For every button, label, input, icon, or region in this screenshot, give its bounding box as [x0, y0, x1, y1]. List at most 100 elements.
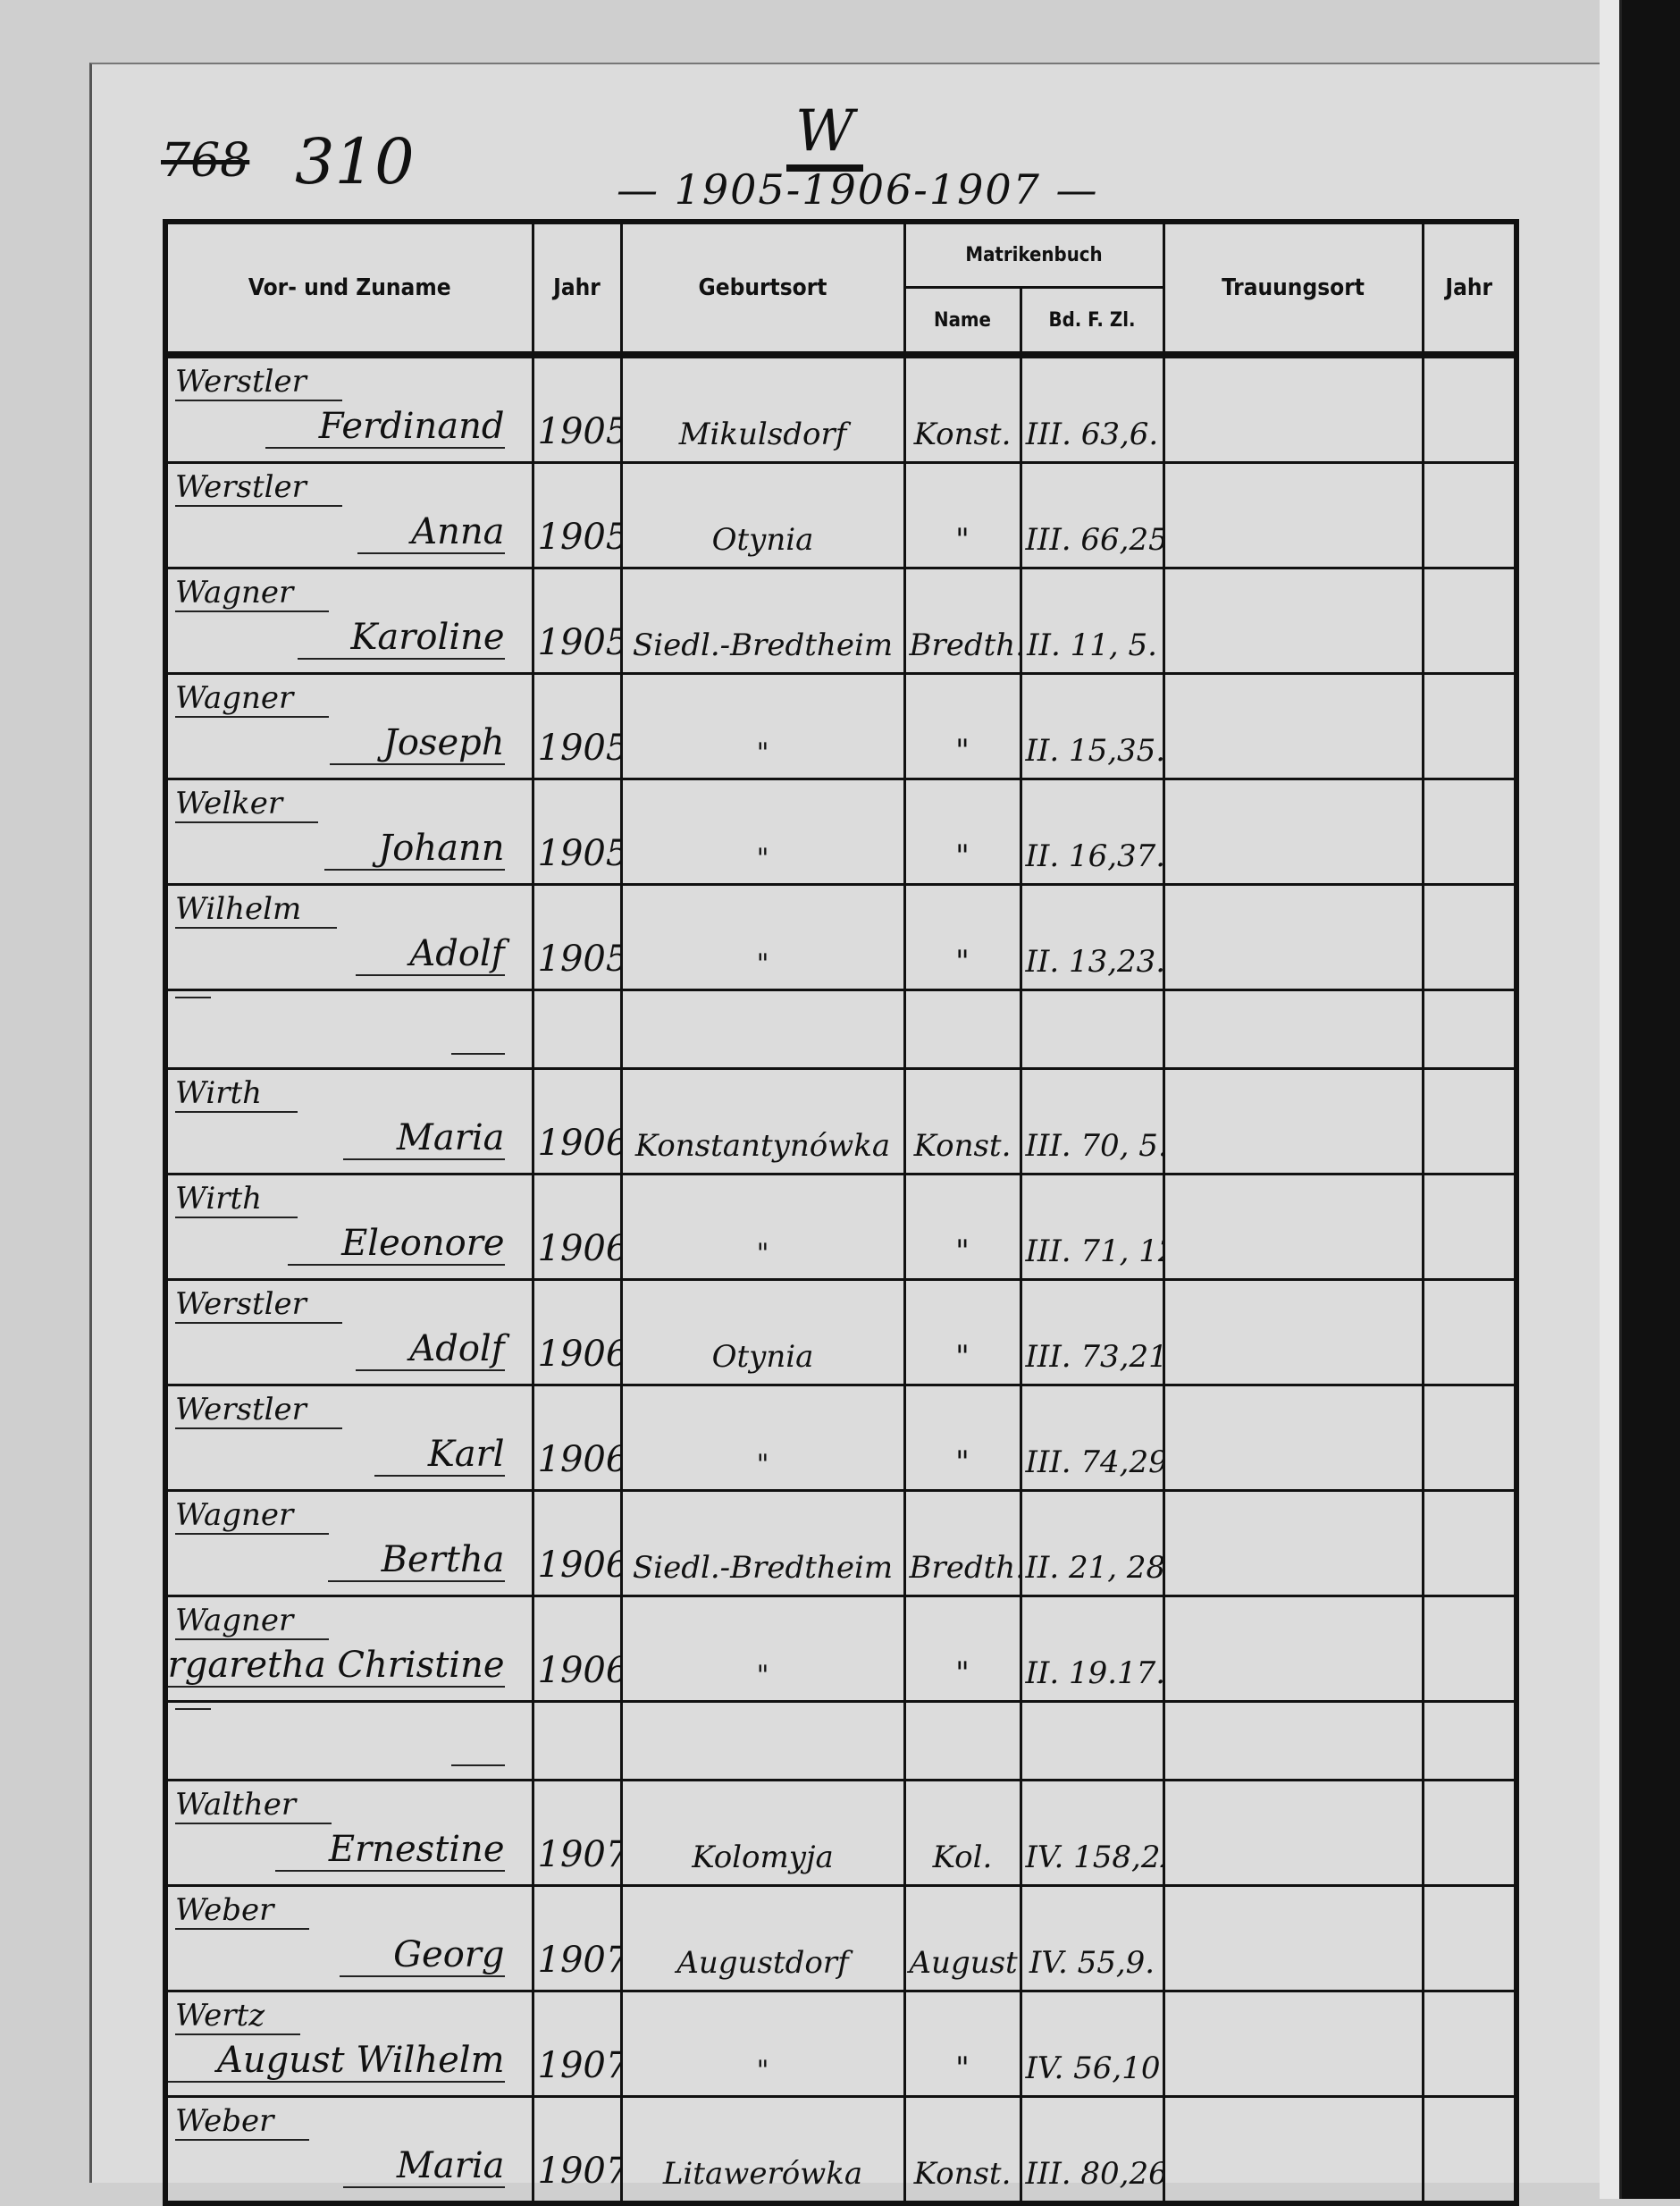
given-name: Ferdinand [265, 406, 505, 449]
given-name: Karoline [297, 617, 505, 660]
marriage-place-cell [1162, 1490, 1424, 1597]
marriage-place-cell [1162, 568, 1424, 675]
marriage-year-cell [1421, 989, 1518, 1070]
register-ref-cell: II. 13,23. [1019, 884, 1165, 991]
birthplace-cell [619, 989, 906, 1070]
register-ref-cell [1019, 1701, 1165, 1781]
given-name: Bertha [327, 1539, 505, 1582]
register-ref-cell: III. 63,6. [1019, 355, 1165, 464]
marriage-place-cell [1162, 1596, 1424, 1703]
marriage-place-cell [1162, 1174, 1424, 1281]
marriage-place-cell [1162, 2096, 1424, 2205]
register-rows: Werstler Ferdinand 1905 Mikulsdorf Konst. III… [164, 355, 1518, 2205]
register-ref-cell: II. 15,35. [1019, 673, 1165, 780]
marriage-year-cell [1421, 1068, 1518, 1175]
table-row: Wilhelm Adolf 1905 " " II. 13,23. [164, 884, 1518, 991]
birthplace-cell: " [619, 1385, 906, 1492]
table-row: Walther Ernestine 1907 Kolomyja Kol. IV. 158,… [164, 1780, 1518, 1887]
marriage-place-cell [1162, 1780, 1424, 1887]
register-name-cell [903, 989, 1022, 1070]
table-row: Werstler Anna 1905 Otynia " III. 66,25. [164, 462, 1518, 569]
marriage-year-cell [1421, 1885, 1518, 1992]
marriage-year-cell [1421, 462, 1518, 569]
surname: Werstler [175, 469, 342, 507]
birthplace-cell: Mikulsdorf [619, 355, 906, 464]
marriage-year-cell [1421, 1385, 1518, 1492]
marriage-year-cell [1421, 355, 1518, 464]
given-name: Anna [357, 511, 505, 554]
surname: Welker [175, 786, 319, 823]
table-row [164, 1701, 1518, 1781]
name-cell: Wertz August Wilhelm [164, 1991, 534, 2098]
given-name: Adolf [356, 933, 505, 976]
given-name: Karl [374, 1434, 505, 1477]
surname: Wirth [175, 1075, 298, 1113]
page-edge [1600, 0, 1622, 2199]
name-cell: Wirth Eleonore [164, 1174, 534, 1281]
marriage-year-cell [1421, 779, 1518, 886]
birthplace-cell: Augustdorf [619, 1885, 906, 1992]
register-ref-cell: IV. 56,10. [1019, 1991, 1165, 2098]
birth-year-cell: 1906 [531, 1385, 623, 1492]
birthplace-cell: " [619, 1174, 906, 1281]
table-row: Werstler Ferdinand 1905 Mikulsdorf Konst. III… [164, 355, 1518, 464]
table-row: Werstler Karl 1906 " " III. 74,29. [164, 1385, 1518, 1492]
birthplace-cell [619, 1701, 906, 1781]
name-cell: Wagner Karoline [164, 568, 534, 675]
birth-year-cell: 1905 [531, 568, 623, 675]
register-name-cell [903, 1701, 1022, 1781]
register-ref-cell [1019, 989, 1165, 1070]
register-name-cell: " [903, 884, 1022, 991]
name-cell: Werstler Anna [164, 462, 534, 569]
page-number: 310 [295, 125, 415, 198]
register-ref-cell: II. 11, 5. [1019, 568, 1165, 675]
marriage-year-cell [1421, 1991, 1518, 2098]
name-cell [164, 989, 534, 1070]
given-name: Joseph [329, 722, 505, 765]
given-name: Georg [340, 1934, 505, 1977]
birthplace-cell: " [619, 779, 906, 886]
given-name [450, 1764, 505, 1766]
table-row [164, 989, 1518, 1070]
marriage-place-cell [1162, 884, 1424, 991]
marriage-year-cell [1421, 884, 1518, 991]
years-heading: — 1905-1906-1907 — [617, 165, 1099, 214]
register-name-cell: " [903, 1279, 1022, 1386]
birth-year-cell: 1905 [531, 673, 623, 780]
birthplace-cell: Otynia [619, 1279, 906, 1386]
surname: Weber [175, 1892, 310, 1930]
marriage-year-cell [1421, 673, 1518, 780]
given-name: Eleonore [288, 1223, 505, 1266]
birthplace-cell: Otynia [619, 462, 906, 569]
birthplace-cell: Kolomyja [619, 1780, 906, 1887]
given-name: Ernestine [274, 1829, 505, 1872]
register-name-cell: Konst. [903, 355, 1022, 464]
marriage-year-cell [1421, 1279, 1518, 1386]
table-row: Welker Johann 1905 " " II. 16,37. [164, 779, 1518, 886]
marriage-place-cell [1162, 1991, 1424, 2098]
register-ref-cell: II. 16,37. [1019, 779, 1165, 886]
register-name-cell: " [903, 1174, 1022, 1281]
birthplace-cell: Siedl.-Bredtheim [619, 568, 906, 675]
birth-year-cell: 1907 [531, 1885, 623, 1992]
name-cell: Wagner Margaretha Christine [164, 1596, 534, 1703]
surname: Werstler [175, 1392, 342, 1429]
marriage-place-cell [1162, 462, 1424, 569]
birth-year-cell: 1905 [531, 884, 623, 991]
surname [175, 997, 211, 998]
index-letter: W [786, 98, 863, 172]
given-name: Johann [324, 828, 505, 871]
col-header-birthplace: Geburtsort [619, 220, 906, 358]
col-header-marriage-place: Trauungsort [1162, 220, 1424, 358]
marriage-place-cell [1162, 673, 1424, 780]
surname: Werstler [175, 1286, 342, 1324]
marriage-year-cell [1421, 1174, 1518, 1281]
birth-year-cell: 1905 [531, 355, 623, 464]
birth-year-cell: 1906 [531, 1490, 623, 1597]
table-row: Weber Maria 1907 Litawerówka Konst. III. 80,2… [164, 2096, 1518, 2205]
surname: Wagner [175, 1603, 330, 1640]
name-cell: Werstler Adolf [164, 1279, 534, 1386]
old-page-number: 768 [161, 134, 250, 188]
